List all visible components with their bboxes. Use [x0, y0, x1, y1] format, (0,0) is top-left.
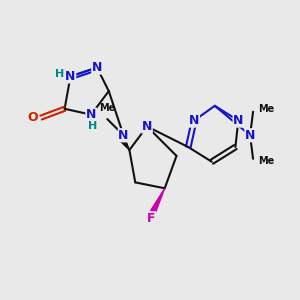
Text: H: H	[88, 121, 97, 131]
Text: N: N	[118, 129, 129, 142]
Text: N: N	[65, 70, 76, 83]
Text: Me: Me	[258, 156, 274, 166]
Polygon shape	[151, 188, 165, 213]
Text: N: N	[142, 120, 152, 133]
Text: N: N	[86, 108, 96, 121]
Text: Me: Me	[258, 104, 274, 114]
Text: N: N	[92, 61, 102, 74]
Text: H: H	[55, 69, 64, 79]
Text: N: N	[189, 114, 200, 127]
Text: F: F	[147, 212, 156, 225]
Text: N: N	[233, 114, 244, 127]
Text: O: O	[28, 111, 38, 124]
Polygon shape	[120, 137, 129, 150]
Text: N: N	[245, 129, 255, 142]
Text: Me: Me	[99, 103, 116, 113]
